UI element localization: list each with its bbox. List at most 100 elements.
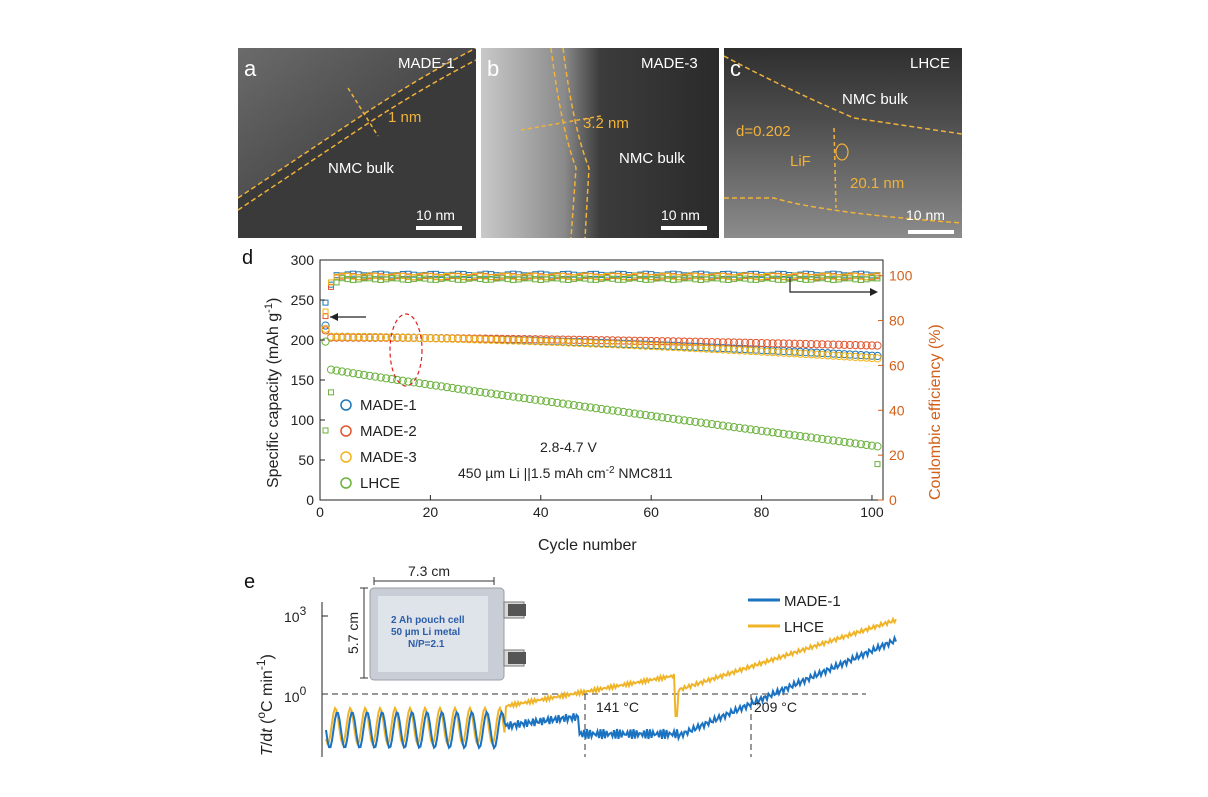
ce-point [477,275,484,282]
capacity-point [597,339,606,348]
capacity-point [393,375,402,385]
capacity-point [536,396,545,405]
capacity-point [326,332,336,341]
ce-point [339,275,346,282]
capacity-point [707,344,716,354]
capacity-point [553,398,562,407]
ce-point [333,279,340,286]
y-tick-label: 250 [291,292,315,308]
capacity-point [812,340,821,349]
capacity-point [840,352,849,361]
ce-point [372,271,379,278]
ce-point [504,272,511,279]
ce-point [388,275,395,282]
capacity-point [647,336,656,346]
capacity-point [415,379,424,388]
capacity-point [801,432,810,441]
capacity-point [696,418,705,427]
capacity-point [349,369,358,378]
capacity-point [569,338,579,347]
capacity-point [382,333,391,342]
capacity-chart: d 0 20 40 60 80 100 0 50 100 150 200 250 300 0 20 40 60 8… [242,247,944,554]
capacity-point [762,427,772,436]
onset-209-label: 209 °C [754,699,797,715]
x-tick-label: 60 [643,504,659,520]
ce-point [786,275,793,282]
capacity-point [459,385,468,394]
capacity-x-title: Cycle number [538,537,637,554]
capacity-point [597,404,606,414]
ce-point [565,276,572,283]
inset-width-label: 7.3 cm [408,566,450,579]
capacity-point [873,351,882,361]
ce-point [460,276,467,283]
ce-point [421,275,428,282]
capacity-point [691,343,700,353]
ce-point [499,275,506,282]
ce-point [714,275,721,282]
ce-point [830,273,837,280]
ce-point [361,275,368,282]
y-tick-label: 300 [291,252,315,268]
capacity-point [531,335,540,344]
ce-point [454,276,461,283]
capacity-point [823,349,832,358]
capacity-plot-area [321,270,882,468]
ce-point [615,273,622,280]
ce-point [697,276,704,283]
ce-point [692,276,699,283]
capacity-point [696,344,705,353]
capacity-point [674,415,683,424]
capacity-point [724,422,733,431]
ce-point [328,389,335,396]
capacity-point [790,339,799,348]
capacity-point [349,332,358,342]
capacity-point [867,353,877,363]
capacity-point [829,340,838,349]
capacity-point [724,345,733,354]
inset-height-label: 5.7 cm [345,612,361,654]
capacity-point [735,346,744,355]
capacity-point [785,348,794,358]
capacity-point [514,393,523,402]
ce-point [377,273,384,280]
ce-point [372,276,379,283]
capacity-point [365,333,374,342]
ce-point [559,276,566,283]
capacity-point [608,406,617,415]
onset-141-label: 141 °C [596,699,639,715]
panel-c-thickness: 20.1 nm [850,175,904,192]
ce-point [846,275,853,282]
capacity-point [475,387,485,397]
highlight-ellipse [389,313,423,387]
ce-point [797,272,804,279]
capacity-point [801,349,810,359]
capacity-point [691,417,700,426]
capacity-point [464,335,474,344]
capacity-point [851,340,860,350]
capacity-point [371,333,380,342]
ce-point [830,276,837,283]
y2-tick-label: 20 [889,447,905,463]
capacity-point [762,339,772,348]
ce-point [532,272,539,279]
capacity-point [371,372,380,381]
y2-tick-label: 60 [889,357,905,373]
capacity-point [823,435,832,444]
ce-point [454,273,461,280]
ce-point [824,272,831,279]
capacity-point [812,348,821,357]
capacity-point [834,351,843,361]
capacity-point [818,350,827,360]
capacity-point [818,340,827,349]
panel-b-bulk: NMC bulk [619,150,685,167]
capacity-point [774,348,783,357]
ce-point [532,276,539,283]
capacity-point [630,341,639,350]
capacity-point [431,334,441,343]
voltage-note: 2.8-4.7 V [540,439,597,455]
capacity-point [602,405,612,414]
capacity-point [862,440,871,450]
ce-point [410,276,417,283]
ce-point [692,272,699,279]
